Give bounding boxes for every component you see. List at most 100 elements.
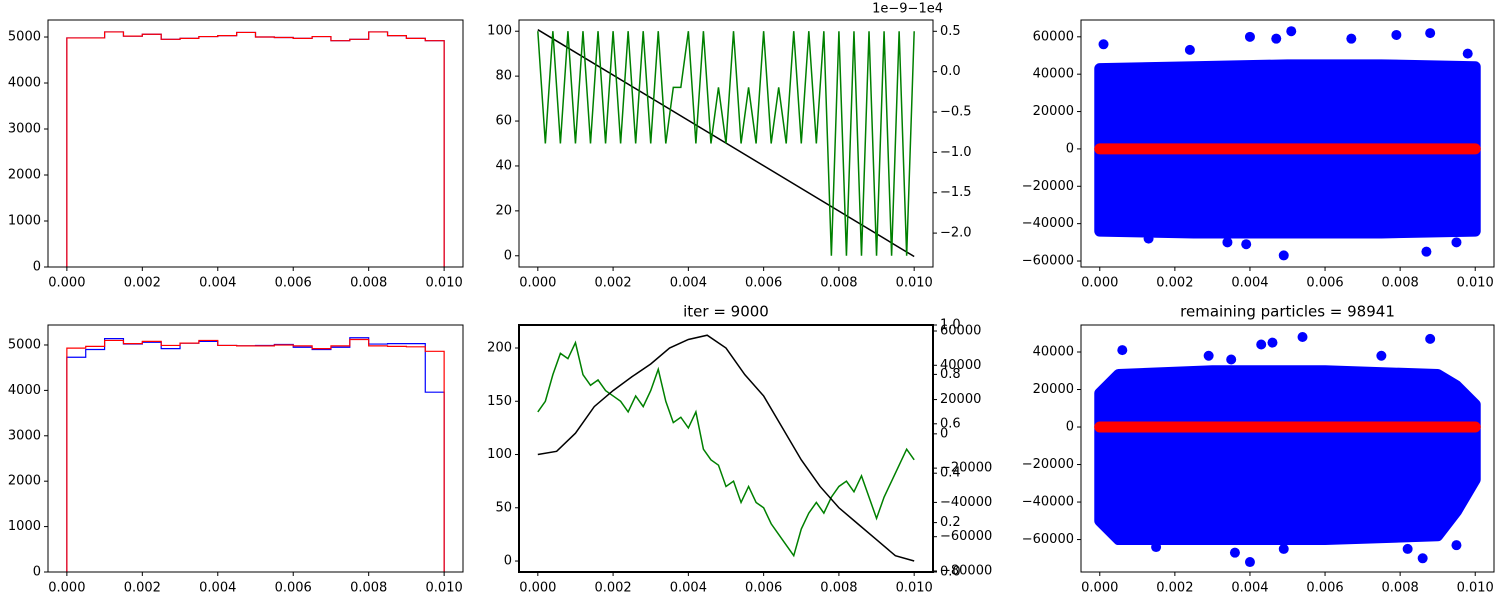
y-tick-label: 2000 — [8, 474, 41, 489]
x-tick-label: 0.002 — [124, 581, 161, 596]
y2-tick-label: −1.5 — [940, 185, 972, 200]
y2-tick-label: −60000 — [940, 529, 992, 544]
x-tick-label: 0.000 — [48, 581, 85, 596]
scatter-point — [1417, 553, 1428, 564]
y2-tick-label: 0.5 — [940, 24, 961, 39]
axes-frame — [1080, 324, 1495, 573]
x-tick-label: 0.010 — [896, 276, 933, 291]
y-tick-label: 20 — [495, 203, 512, 218]
y-tick-label: 0 — [1066, 141, 1074, 156]
y-tick-label: −60000 — [1022, 532, 1074, 547]
x-tick-label: 0.006 — [1306, 581, 1343, 596]
y2-tick-label: −2.0 — [940, 226, 972, 241]
y-tick-label: 1000 — [8, 214, 41, 229]
x-tick-label: 0.006 — [1306, 276, 1343, 291]
scatter-point — [1451, 540, 1462, 551]
x-tick-label: 0.008 — [1382, 581, 1419, 596]
x-tick-label: 0.010 — [426, 276, 463, 291]
y2-tick-label: 0.6 — [940, 416, 961, 431]
line — [537, 340, 915, 558]
scatter-point — [1267, 337, 1278, 348]
x-tick-label: 0.004 — [670, 276, 707, 291]
y-tick-label: 0 — [504, 248, 512, 263]
y-tick-label: 0 — [1066, 420, 1074, 435]
y-tick-label: 100 — [487, 24, 512, 39]
line — [537, 31, 915, 256]
histogram-step — [66, 338, 445, 572]
histogram-step — [66, 337, 445, 572]
y-tick-label: 0 — [33, 565, 41, 580]
x-tick-label: 0.004 — [199, 276, 236, 291]
scatter-point — [1425, 28, 1436, 39]
x-tick-label: 0.004 — [199, 581, 236, 596]
y2-tick-label: −40000 — [940, 495, 992, 510]
y-tick-label: 20000 — [1033, 382, 1074, 397]
y-tick-label: 3000 — [8, 122, 41, 137]
x-tick-label: 0.000 — [48, 276, 85, 291]
x-tick-label: 0.006 — [745, 276, 782, 291]
scatter-point — [1297, 332, 1308, 343]
y2-tick-label: −80000 — [940, 563, 992, 578]
scatter-point — [1241, 239, 1252, 250]
scatter-point — [1402, 543, 1413, 554]
axes-frame — [47, 19, 464, 268]
y-tick-label: 0 — [33, 260, 41, 275]
x-tick-label: 0.004 — [670, 581, 707, 596]
x-tick-label: 0.000 — [1081, 276, 1118, 291]
x-tick-label: 0.006 — [745, 581, 782, 596]
y-tick-label: 40000 — [1033, 345, 1074, 360]
scatter-point — [1286, 26, 1297, 37]
y-tick-label: 200 — [487, 341, 512, 356]
scatter-point — [1244, 31, 1255, 42]
x-tick-label: 0.002 — [1156, 276, 1193, 291]
scatter-point — [1462, 48, 1473, 59]
y-tick-label: 0 — [504, 554, 512, 569]
x-tick-label: 0.008 — [820, 581, 857, 596]
scatter-point — [1425, 333, 1436, 344]
line — [537, 334, 915, 562]
x-tick-label: 0.010 — [896, 581, 933, 596]
y-tick-label: 150 — [487, 394, 512, 409]
x-tick-label: 0.002 — [594, 276, 631, 291]
x-tick-label: 0.008 — [1382, 276, 1419, 291]
x-tick-label: 0.006 — [275, 581, 312, 596]
y-tick-label: −20000 — [1022, 179, 1074, 194]
y2-tick-label: 0.0 — [940, 565, 961, 580]
y-tick-label: 100 — [487, 447, 512, 462]
scatter-point — [1421, 246, 1432, 257]
y-tick-label: 50 — [495, 500, 512, 515]
x-tick-label: 0.000 — [1081, 581, 1118, 596]
x-tick-label: 0.000 — [519, 581, 556, 596]
y-tick-label: 40000 — [1033, 67, 1074, 82]
y2-tick-label: 1.0 — [940, 318, 961, 333]
scatter-point — [1271, 33, 1282, 44]
y-tick-label: 3000 — [8, 428, 41, 443]
axes-frame — [47, 324, 464, 573]
scatter-point — [1451, 237, 1462, 248]
axes-frame — [1080, 19, 1495, 268]
axis-offset-label: 1e−9−1e4 — [872, 2, 943, 17]
y2-tick-label: −0.5 — [940, 105, 972, 120]
histogram-step — [66, 31, 445, 267]
scatter-point — [1376, 350, 1387, 361]
x-tick-label: 0.010 — [1457, 276, 1494, 291]
y-tick-label: 2000 — [8, 168, 41, 183]
scatter-point — [1226, 354, 1237, 365]
x-tick-label: 0.004 — [1231, 276, 1268, 291]
y-tick-label: 1000 — [8, 519, 41, 534]
y-tick-label: 80 — [495, 69, 512, 84]
scatter-point — [1256, 339, 1267, 350]
scatter-point — [1244, 557, 1255, 568]
x-tick-label: 0.002 — [1156, 581, 1193, 596]
y-tick-label: 20000 — [1033, 104, 1074, 119]
scatter-point — [1117, 345, 1128, 356]
scatter-point — [1222, 237, 1233, 248]
y2-tick-label: −1.0 — [940, 145, 972, 160]
y-tick-label: 5000 — [8, 30, 41, 45]
y-tick-label: 4000 — [8, 383, 41, 398]
scatter-point — [1278, 543, 1289, 554]
x-tick-label: 0.002 — [594, 581, 631, 596]
y-tick-label: 4000 — [8, 76, 41, 91]
x-tick-label: 0.004 — [1231, 581, 1268, 596]
